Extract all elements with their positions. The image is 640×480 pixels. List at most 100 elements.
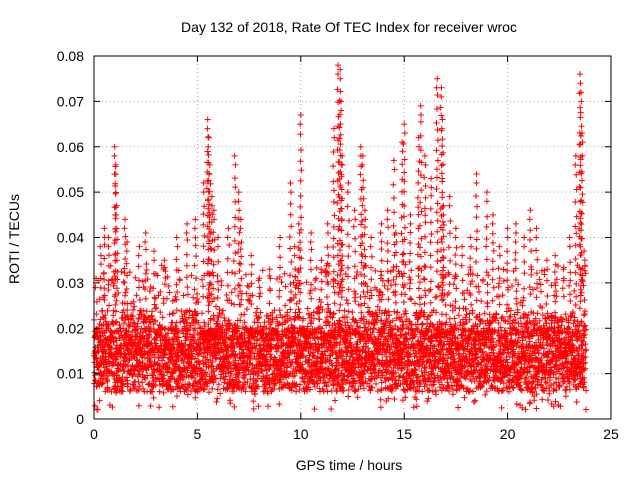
data-point: [312, 329, 319, 336]
data-point: [321, 348, 328, 355]
data-point: [120, 337, 127, 344]
data-point: [343, 297, 350, 304]
data-point: [252, 345, 259, 352]
data-point: [315, 310, 322, 317]
data-point: [214, 320, 221, 327]
data-point: [190, 315, 197, 322]
data-point: [214, 395, 221, 402]
data-point: [209, 385, 216, 392]
data-point: [214, 278, 221, 285]
data-point: [319, 359, 326, 366]
data-point: [394, 309, 401, 316]
data-point: [217, 375, 224, 382]
data-point: [267, 344, 274, 351]
data-point: [173, 307, 180, 314]
data-point: [225, 317, 232, 324]
data-point: [419, 388, 426, 395]
data-point: [192, 311, 199, 318]
data-point: [166, 337, 173, 344]
data-point: [192, 394, 199, 401]
data-point: [197, 350, 204, 357]
data-point: [411, 300, 418, 307]
data-point: [217, 354, 224, 361]
data-point: [146, 332, 153, 339]
data-point: [176, 277, 183, 284]
data-point: [292, 291, 299, 298]
data-point: [295, 314, 302, 321]
data-point: [316, 309, 323, 316]
data-point: [287, 315, 294, 322]
data-point: [117, 345, 124, 352]
data-point: [180, 350, 187, 357]
data-point: [207, 315, 214, 322]
data-point: [413, 403, 420, 410]
data-point: [307, 287, 314, 294]
data-point: [190, 294, 197, 301]
data-point: [212, 303, 219, 310]
data-point: [219, 322, 226, 329]
data-point: [198, 310, 205, 317]
data-point: [104, 307, 111, 314]
data-point: [168, 374, 175, 381]
data-point: [191, 331, 198, 338]
data-point: [117, 328, 124, 335]
data-point: [104, 378, 111, 385]
data-point: [267, 364, 274, 371]
data-point: [262, 385, 269, 392]
data-point: [267, 312, 274, 319]
data-point: [255, 319, 262, 326]
data-point: [281, 270, 288, 277]
data-point: [408, 296, 415, 303]
data-point: [328, 405, 335, 412]
data-point: [500, 387, 507, 394]
data-point: [131, 303, 138, 310]
data-point: [461, 394, 468, 401]
data-point: [247, 341, 254, 348]
data-point: [122, 289, 129, 296]
data-point: [96, 397, 103, 404]
data-point: [230, 348, 237, 355]
data-point: [131, 383, 138, 390]
data-point: [200, 386, 207, 393]
data-point: [316, 316, 323, 323]
data-point: [175, 328, 182, 335]
data-point: [276, 320, 283, 327]
data-point: [310, 309, 317, 316]
data-point: [188, 373, 195, 380]
data-point: [194, 290, 201, 297]
data-point: [296, 309, 303, 316]
data-point: [283, 363, 290, 370]
data-point: [210, 315, 217, 322]
data-point: [314, 380, 321, 387]
data-point: [484, 303, 491, 310]
data-point: [120, 320, 127, 327]
data-point: [147, 341, 154, 348]
data-point: [255, 383, 262, 390]
data-point: [296, 387, 303, 394]
data-point: [118, 342, 125, 349]
data-point: [136, 358, 143, 365]
data-point: [320, 340, 327, 347]
data-point: [165, 283, 172, 290]
data-point: [358, 309, 365, 316]
data-point: [268, 344, 275, 351]
data-point: [263, 324, 270, 331]
data-point: [211, 375, 218, 382]
data-point: [130, 306, 137, 313]
data-point: [279, 314, 286, 321]
data-point: [129, 332, 136, 339]
data-point: [372, 267, 379, 274]
data-point: [170, 310, 177, 317]
data-point: [206, 338, 213, 345]
data-point: [99, 307, 106, 314]
data-point: [113, 318, 120, 325]
data-point: [201, 323, 208, 330]
data-point: [209, 358, 216, 365]
data-point: [242, 271, 249, 278]
data-point: [257, 290, 264, 297]
data-point: [250, 398, 257, 405]
data-point: [345, 386, 352, 393]
data-point: [513, 401, 520, 408]
data-point: [278, 279, 285, 286]
data-point: [204, 356, 211, 363]
